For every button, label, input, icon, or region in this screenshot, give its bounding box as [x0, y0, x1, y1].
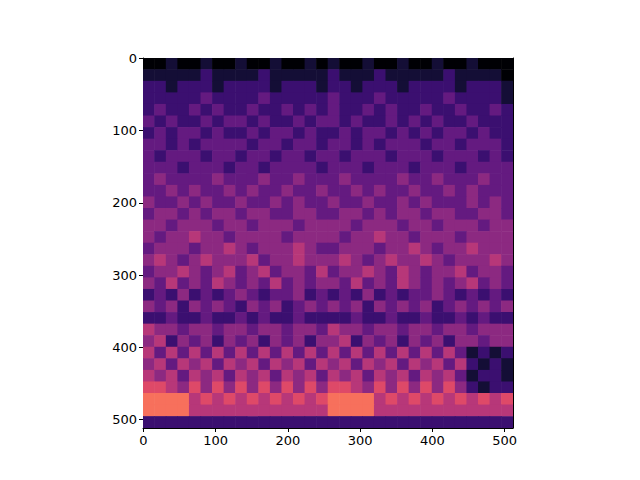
- svg-text:100: 100: [112, 123, 137, 138]
- svg-text:400: 400: [420, 433, 445, 448]
- svg-text:300: 300: [348, 433, 373, 448]
- svg-text:0: 0: [139, 433, 147, 448]
- svg-text:500: 500: [112, 412, 137, 427]
- svg-text:100: 100: [203, 433, 228, 448]
- svg-text:300: 300: [112, 268, 137, 283]
- svg-text:200: 200: [112, 195, 137, 210]
- svg-text:500: 500: [492, 433, 517, 448]
- svg-text:200: 200: [275, 433, 300, 448]
- svg-text:0: 0: [129, 51, 137, 66]
- svg-text:400: 400: [112, 340, 137, 355]
